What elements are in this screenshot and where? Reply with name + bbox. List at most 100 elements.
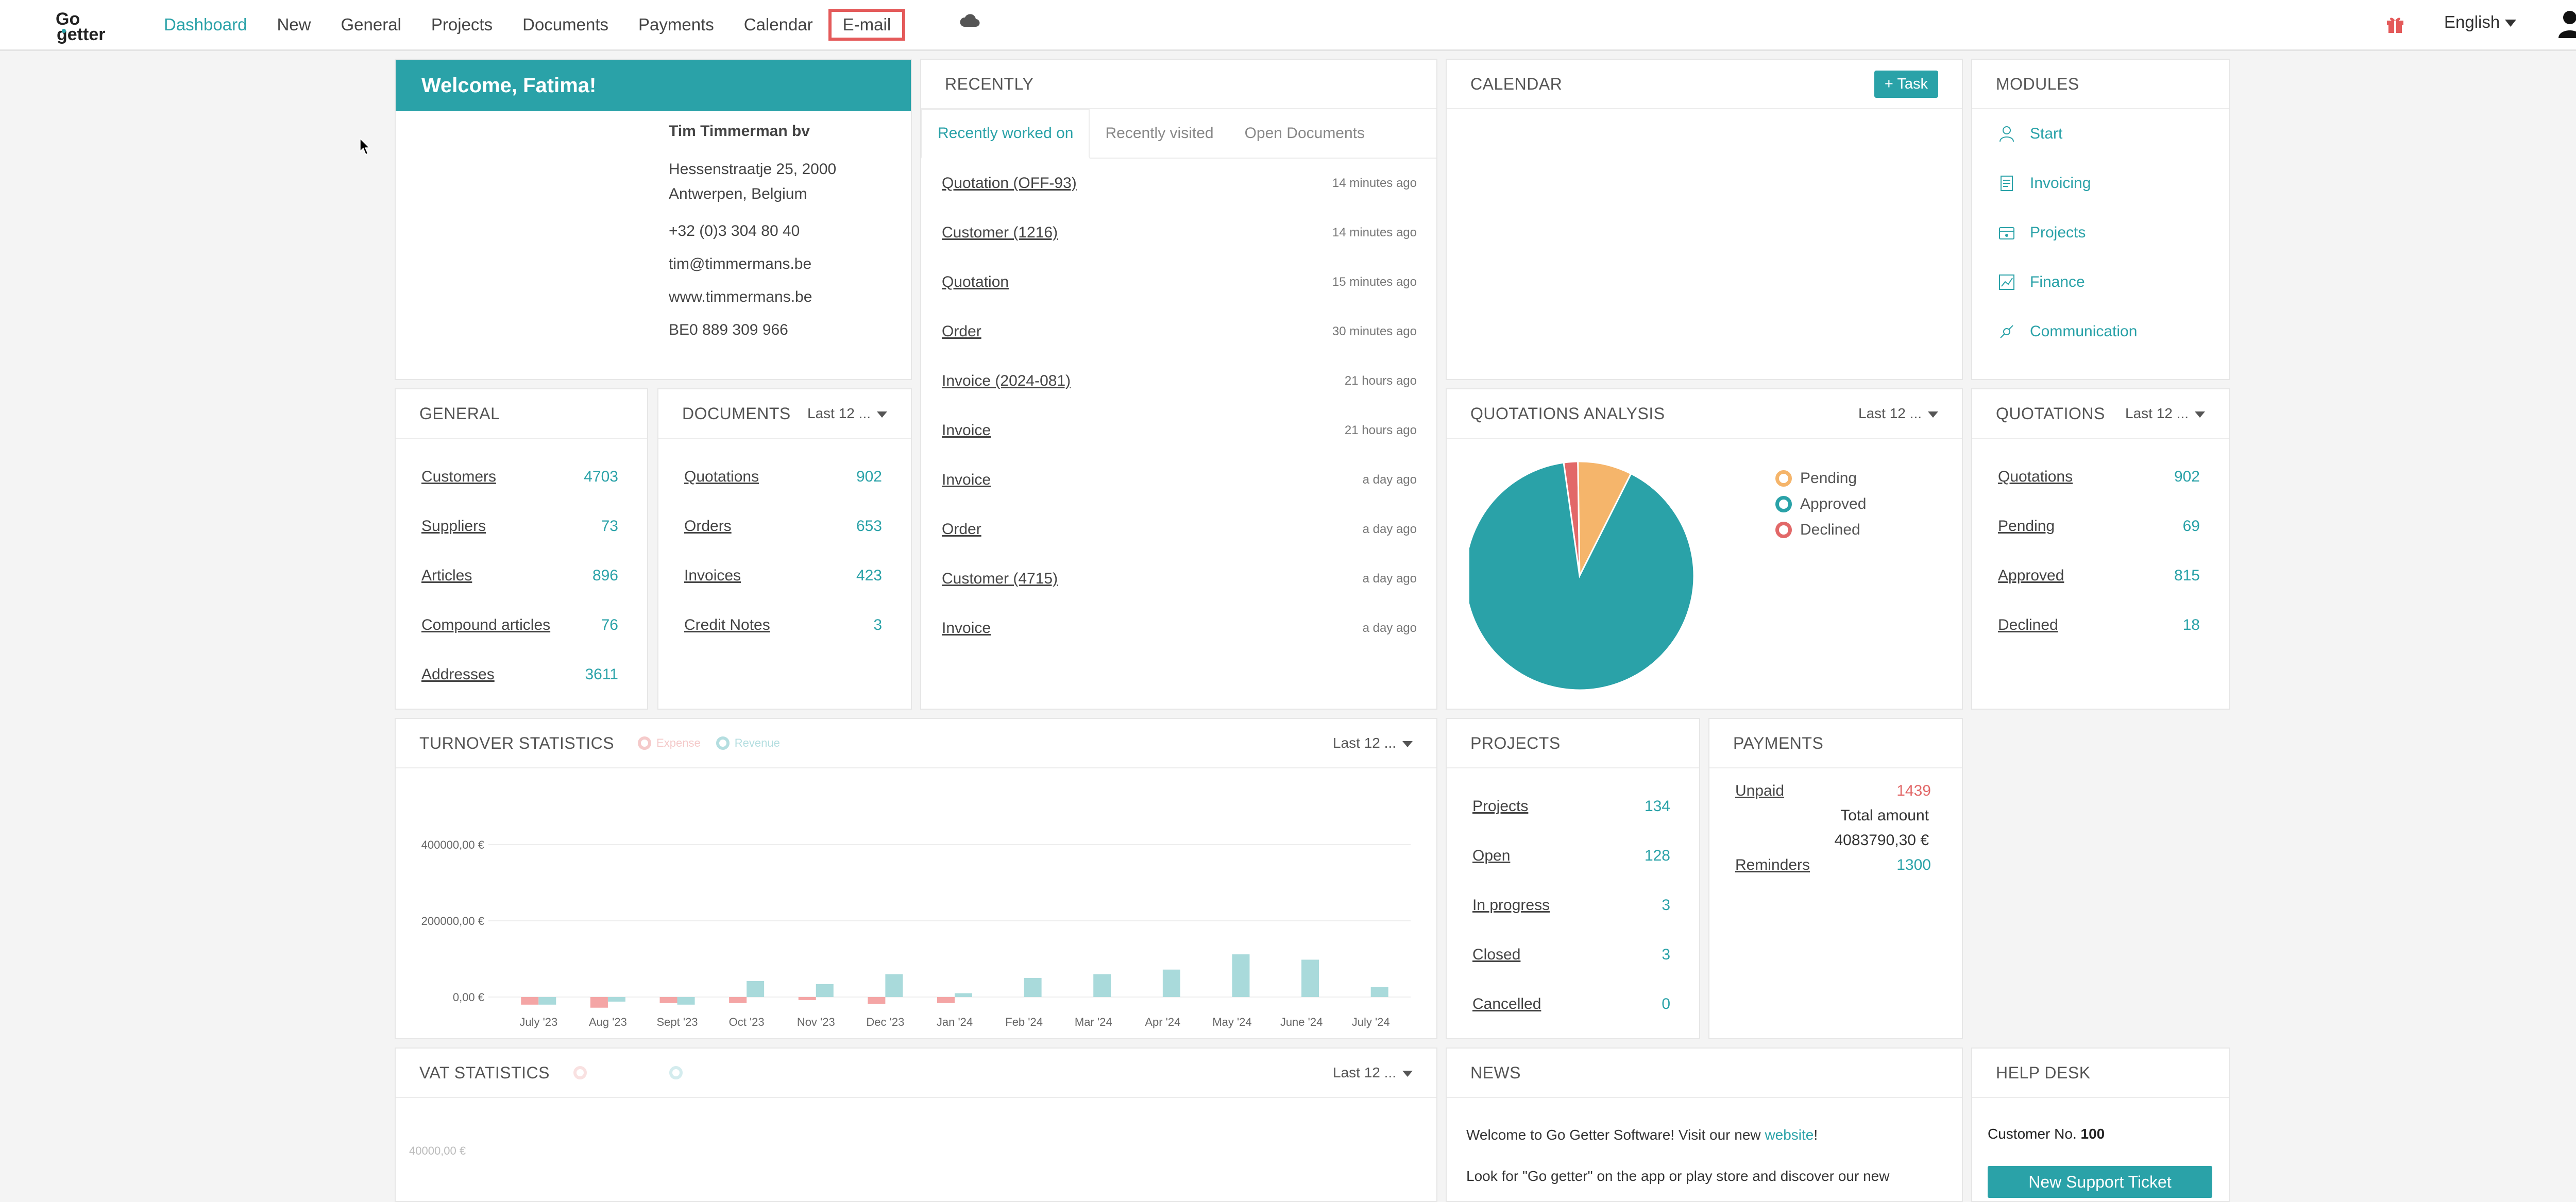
bar-expense[interactable]: [798, 997, 816, 1000]
bar-revenue[interactable]: [1232, 954, 1250, 997]
vat-legend[interactable]: [573, 1066, 683, 1079]
recent-item[interactable]: Customer (4715) a day ago: [921, 554, 1436, 604]
documents-period-dropdown[interactable]: Last 12 ...: [807, 405, 887, 422]
module-finance[interactable]: Finance: [1972, 257, 2229, 307]
legend-item-pending[interactable]: Pending: [1775, 466, 1866, 491]
bar-expense[interactable]: [729, 997, 747, 1003]
module-communication[interactable]: Communication: [1972, 307, 2229, 356]
module-projects[interactable]: Projects: [1972, 208, 2229, 257]
user-icon[interactable]: [2556, 9, 2576, 39]
recent-item[interactable]: Invoice a day ago: [921, 455, 1436, 505]
bar-expense[interactable]: [521, 997, 539, 1005]
new-support-ticket-button[interactable]: New Support Ticket: [1988, 1166, 2212, 1198]
recent-item-link[interactable]: Invoice: [942, 471, 991, 488]
turnover-period-dropdown[interactable]: Last 12 ...: [1333, 735, 1413, 751]
bar-expense[interactable]: [868, 997, 886, 1004]
nav-projects[interactable]: Projects: [431, 15, 493, 34]
nav-new[interactable]: New: [277, 15, 311, 34]
website-link[interactable]: website: [1765, 1127, 1814, 1143]
general-row[interactable]: Compound articles 76: [396, 600, 647, 650]
recent-item-link[interactable]: Order: [942, 323, 981, 340]
row-label: In progress: [1472, 897, 1550, 914]
gift-icon[interactable]: [2385, 14, 2405, 34]
bar-expense[interactable]: [659, 997, 677, 1003]
nav-documents[interactable]: Documents: [522, 15, 609, 34]
quotations-period-dropdown[interactable]: Last 12 ...: [2125, 405, 2205, 422]
unpaid-link[interactable]: Unpaid: [1735, 782, 1785, 799]
nav-calendar[interactable]: Calendar: [743, 15, 813, 34]
projects-row[interactable]: Projects 134: [1447, 782, 1699, 831]
documents-row[interactable]: Quotations 902: [658, 452, 911, 502]
bar-revenue[interactable]: [1301, 959, 1319, 997]
recent-item-link[interactable]: Invoice: [942, 422, 991, 439]
tab-recently-visited[interactable]: Recently visited: [1105, 125, 1214, 142]
recent-item[interactable]: Quotation (OFF-93) 14 minutes ago: [921, 159, 1436, 208]
quotations-row[interactable]: Approved 815: [1972, 551, 2229, 600]
recent-item[interactable]: Order 30 minutes ago: [921, 307, 1436, 356]
cloud-icon[interactable]: [959, 12, 981, 29]
language-selector[interactable]: English: [2444, 12, 2517, 32]
general-row[interactable]: Articles 896: [396, 551, 647, 600]
quotations-analysis-period-dropdown[interactable]: Last 12 ...: [1858, 405, 1938, 422]
tab-recently-worked-on[interactable]: Recently worked on: [921, 109, 1090, 159]
recent-item-link[interactable]: Invoice (2024-081): [942, 372, 1071, 389]
documents-row[interactable]: Invoices 423: [658, 551, 911, 600]
recent-item[interactable]: Invoice a day ago: [921, 604, 1436, 653]
turnover-legend[interactable]: Expense Revenue: [638, 736, 780, 750]
general-row[interactable]: Suppliers 73: [396, 502, 647, 551]
reminders-link[interactable]: Reminders: [1735, 856, 1810, 873]
bar-revenue[interactable]: [747, 981, 765, 997]
projects-row[interactable]: In progress 3: [1447, 881, 1699, 930]
bar-revenue[interactable]: [1370, 987, 1388, 997]
pie-slice-pending[interactable]: [1577, 460, 1632, 576]
bar-revenue[interactable]: [816, 984, 834, 997]
bar-expense[interactable]: [590, 997, 608, 1008]
general-row[interactable]: Customers 4703: [396, 452, 647, 502]
recent-item-link[interactable]: Quotation: [942, 273, 1009, 290]
projects-row[interactable]: Cancelled 0: [1447, 980, 1699, 1029]
module-invoicing[interactable]: Invoicing: [1972, 159, 2229, 208]
bar-revenue[interactable]: [885, 974, 903, 997]
recent-item[interactable]: Customer (1216) 14 minutes ago: [921, 208, 1436, 257]
bar-revenue[interactable]: [955, 993, 972, 997]
legend-item-declined[interactable]: Declined: [1775, 517, 1866, 543]
recent-item-link[interactable]: Invoice: [942, 620, 991, 637]
go-getter-logo[interactable]: Go getter: [52, 5, 134, 44]
bar-revenue[interactable]: [1024, 978, 1042, 997]
bar-revenue[interactable]: [607, 997, 625, 1002]
legend-item-approved[interactable]: Approved: [1775, 491, 1866, 517]
documents-row[interactable]: Orders 653: [658, 502, 911, 551]
nav-general[interactable]: General: [341, 15, 401, 34]
projects-row[interactable]: Open 128: [1447, 831, 1699, 881]
module-label: Projects: [2030, 224, 2086, 241]
recent-item[interactable]: Invoice (2024-081) 21 hours ago: [921, 356, 1436, 406]
tab-open-documents[interactable]: Open Documents: [1244, 125, 1365, 142]
quotations-row[interactable]: Pending 69: [1972, 502, 2229, 551]
nav-payments[interactable]: Payments: [638, 15, 714, 34]
nav-dashboard[interactable]: Dashboard: [164, 15, 247, 34]
nav-email[interactable]: E-mail: [828, 9, 906, 41]
turnover-bar-chart: 400000,00 € 200000,00 € 0,00 € July '23 Aug …: [421, 838, 1411, 1028]
quotations-row[interactable]: Quotations 902: [1972, 452, 2229, 502]
pie-slice-approved[interactable]: [1469, 461, 1695, 691]
general-row[interactable]: Addresses 3611: [396, 650, 647, 699]
recent-item[interactable]: Quotation 15 minutes ago: [921, 257, 1436, 307]
bar-expense[interactable]: [937, 997, 955, 1003]
bar-revenue[interactable]: [1162, 969, 1180, 997]
projects-row[interactable]: Closed 3: [1447, 930, 1699, 980]
recent-item-link[interactable]: Customer (1216): [942, 224, 1058, 241]
recent-item-link[interactable]: Customer (4715): [942, 570, 1058, 587]
add-task-button[interactable]: + Task: [1874, 70, 1938, 98]
bar-revenue[interactable]: [1093, 974, 1111, 997]
bar-revenue[interactable]: [677, 997, 695, 1005]
legend-marker-2: [669, 1066, 683, 1079]
recent-item-link[interactable]: Quotation (OFF-93): [942, 175, 1077, 192]
vat-period-dropdown[interactable]: Last 12 ...: [1333, 1064, 1413, 1081]
bar-revenue[interactable]: [538, 997, 556, 1005]
recent-item[interactable]: Order a day ago: [921, 505, 1436, 554]
documents-row[interactable]: Credit Notes 3: [658, 600, 911, 650]
recent-item-link[interactable]: Order: [942, 521, 981, 538]
recent-item[interactable]: Invoice 21 hours ago: [921, 406, 1436, 455]
quotations-row[interactable]: Declined 18: [1972, 600, 2229, 650]
module-start[interactable]: Start: [1972, 109, 2229, 159]
